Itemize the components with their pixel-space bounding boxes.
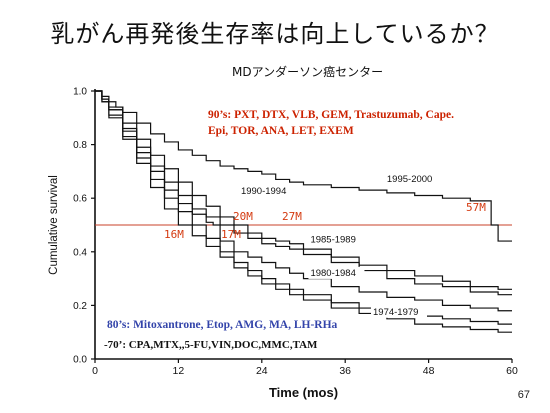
median-label-27m: 27M — [282, 210, 302, 223]
y-axis-label: Cumulative survival — [48, 175, 60, 275]
y-tick-label: 1.0 — [73, 87, 87, 98]
seventies-drugs: -70’: CPA,MTX,,5-FU,VIN,DOC,MMC,TAM — [104, 339, 318, 351]
slide-subtitle: MDアンダーソン癌センター — [232, 65, 384, 79]
survival-curve-1980-1984 — [95, 90, 512, 312]
series-label: 1990-1994 — [241, 186, 286, 197]
nineties-drugs-line1: 90’s: PXT, DTX, VLB, GEM, Trastuzumab, C… — [208, 109, 454, 121]
series-label-bg — [371, 305, 427, 318]
series-label-bg — [384, 173, 441, 186]
y-tick-label: 0.0 — [73, 355, 87, 366]
survival-curve-series-6 — [95, 90, 512, 333]
median-label-57m: 57M — [466, 201, 486, 214]
y-tick-label: 0.2 — [73, 301, 87, 312]
y-tick-label: 0.6 — [73, 194, 87, 205]
series-label: 1985-1989 — [310, 234, 355, 245]
x-tick-label: 36 — [339, 365, 351, 377]
x-tick-label: 48 — [423, 365, 435, 377]
x-tick-label: 24 — [256, 365, 268, 377]
series-label-bg — [238, 185, 295, 198]
survival-curve-1995-2000 — [95, 90, 512, 242]
slide-title: 乳がん再発後生存率は向上しているか？ — [50, 20, 500, 48]
page-number: 67 — [517, 389, 530, 401]
series-label-bg — [308, 233, 365, 246]
x-tick-label: 12 — [173, 365, 185, 377]
x-tick-label: 0 — [92, 365, 98, 377]
eighties-drugs: 80’s: Mitoxantrone, Etop, AMG, MA, LH-RH… — [107, 319, 338, 331]
series-label: 1980-1984 — [310, 268, 355, 279]
median-label-17m: 17M — [221, 228, 241, 241]
median-label-20m: 20M — [233, 210, 253, 223]
series-label-bg — [308, 266, 365, 279]
x-axis-label: Time (mos) — [269, 385, 338, 400]
series-label: 1995-2000 — [387, 174, 432, 185]
x-tick-label: 60 — [506, 365, 518, 377]
median-label-16m: 16M — [164, 228, 184, 241]
nineties-drugs-line2: Epi, TOR, ANA, LET, EXEM — [208, 125, 354, 137]
series-label: 1974-1979 — [373, 307, 418, 318]
y-tick-label: 0.4 — [73, 247, 87, 258]
y-tick-label: 0.8 — [73, 140, 87, 151]
